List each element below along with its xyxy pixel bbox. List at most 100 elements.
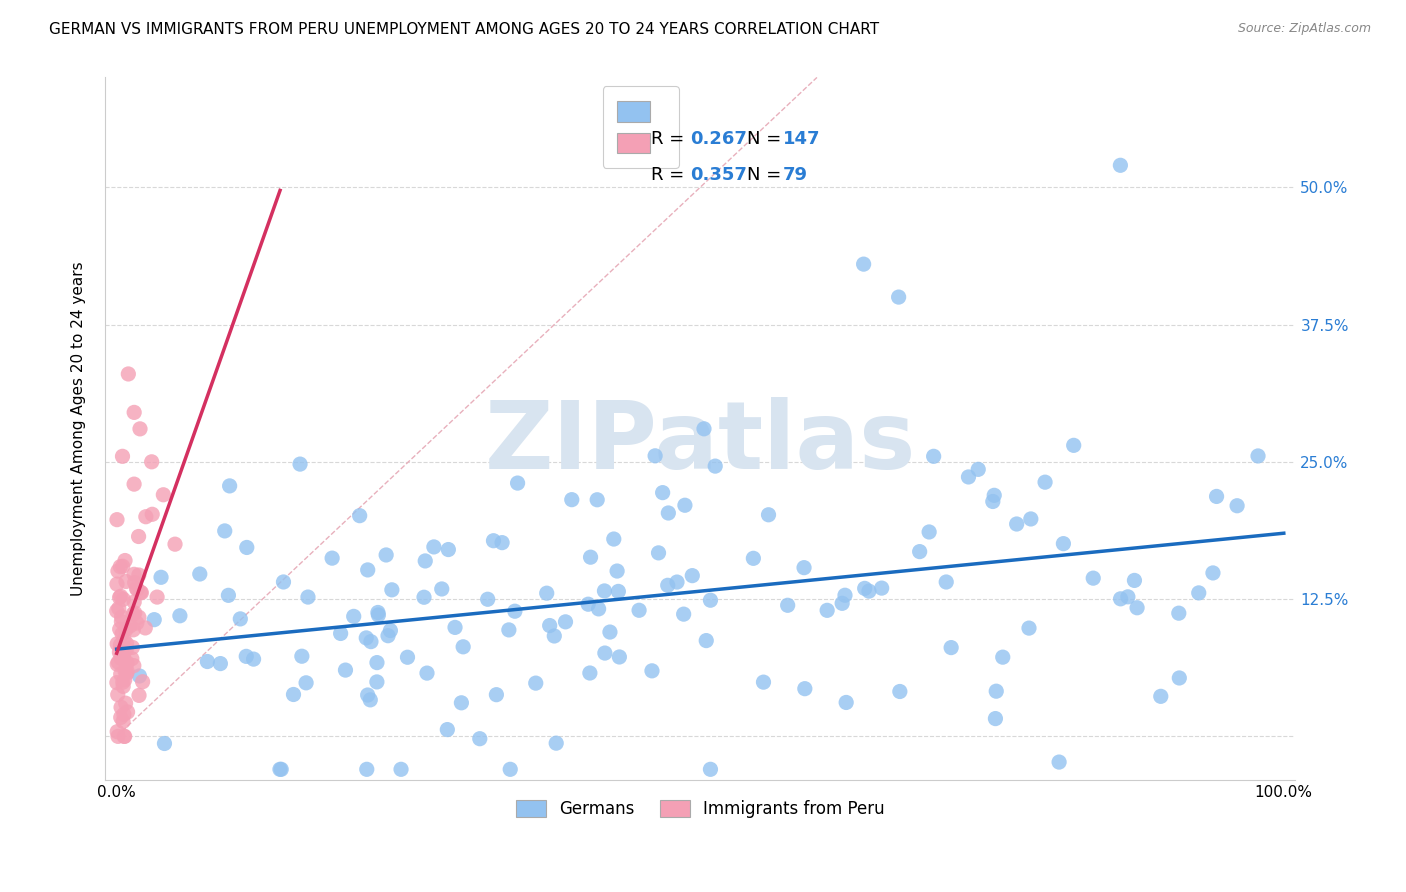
Point bbox=[1018, 621, 1040, 635]
Point bbox=[1033, 475, 1056, 490]
Point bbox=[1019, 512, 1042, 526]
Point bbox=[335, 663, 357, 677]
Point bbox=[111, 559, 134, 574]
Point bbox=[105, 657, 128, 672]
Point bbox=[416, 666, 439, 681]
Point bbox=[673, 498, 696, 512]
Point bbox=[413, 591, 436, 605]
Point bbox=[593, 583, 616, 598]
Point bbox=[115, 665, 138, 679]
Point bbox=[983, 488, 1005, 502]
Point bbox=[396, 650, 419, 665]
Point bbox=[112, 679, 135, 693]
Point bbox=[366, 674, 388, 689]
Point bbox=[135, 509, 157, 524]
Point bbox=[1126, 600, 1149, 615]
Point bbox=[491, 535, 513, 549]
Point bbox=[107, 730, 129, 744]
Point bbox=[110, 667, 132, 681]
Point bbox=[127, 582, 149, 596]
Point bbox=[498, 623, 520, 637]
Point bbox=[114, 696, 136, 710]
Point bbox=[114, 553, 136, 567]
Point bbox=[242, 652, 264, 666]
Point bbox=[922, 450, 945, 464]
Point bbox=[150, 570, 173, 584]
Legend: Germans, Immigrants from Peru: Germans, Immigrants from Peru bbox=[509, 793, 891, 825]
Point bbox=[377, 629, 399, 643]
Point bbox=[131, 586, 153, 600]
Point bbox=[628, 603, 651, 617]
Point bbox=[576, 597, 599, 611]
Point bbox=[681, 568, 703, 582]
Point bbox=[122, 477, 145, 491]
Text: 0.357: 0.357 bbox=[690, 166, 747, 184]
Point bbox=[209, 657, 232, 671]
Point bbox=[105, 675, 128, 690]
Point bbox=[124, 606, 146, 620]
Point bbox=[644, 449, 666, 463]
Point bbox=[121, 640, 143, 655]
Point bbox=[131, 674, 153, 689]
Point bbox=[283, 688, 305, 702]
Point bbox=[122, 658, 145, 673]
Point bbox=[889, 684, 911, 698]
Point bbox=[163, 537, 186, 551]
Point bbox=[607, 584, 630, 599]
Text: R =: R = bbox=[651, 166, 690, 184]
Point bbox=[957, 470, 980, 484]
Point bbox=[359, 693, 381, 707]
Point bbox=[835, 696, 858, 710]
Point bbox=[105, 513, 128, 527]
Text: ZIPatlas: ZIPatlas bbox=[485, 397, 915, 489]
Point bbox=[236, 541, 259, 555]
Point bbox=[1247, 449, 1270, 463]
Point bbox=[672, 607, 695, 622]
Y-axis label: Unemployment Among Ages 20 to 24 years: Unemployment Among Ages 20 to 24 years bbox=[72, 261, 86, 596]
Point bbox=[967, 462, 990, 476]
Point bbox=[288, 457, 311, 471]
Point bbox=[112, 592, 135, 607]
Point bbox=[1116, 590, 1139, 604]
Text: Source: ZipAtlas.com: Source: ZipAtlas.com bbox=[1237, 22, 1371, 36]
Point bbox=[430, 582, 453, 596]
Point bbox=[129, 422, 152, 436]
Point bbox=[1123, 574, 1146, 588]
Point bbox=[939, 640, 962, 655]
Point bbox=[112, 649, 135, 664]
Point bbox=[834, 588, 856, 602]
Point bbox=[114, 673, 136, 687]
Point bbox=[991, 650, 1014, 665]
Point bbox=[506, 476, 529, 491]
Point bbox=[105, 604, 128, 618]
Point bbox=[381, 582, 404, 597]
Point bbox=[477, 592, 499, 607]
Point bbox=[699, 593, 721, 607]
Point bbox=[588, 602, 610, 616]
Point bbox=[128, 568, 150, 582]
Point bbox=[134, 621, 156, 635]
Point bbox=[146, 590, 169, 604]
Point bbox=[666, 575, 689, 590]
Text: GERMAN VS IMMIGRANTS FROM PERU UNEMPLOYMENT AMONG AGES 20 TO 24 YEARS CORRELATIO: GERMAN VS IMMIGRANTS FROM PERU UNEMPLOYM… bbox=[49, 22, 879, 37]
Point bbox=[870, 581, 893, 595]
Point bbox=[114, 665, 136, 679]
Point bbox=[117, 705, 139, 719]
Point bbox=[105, 577, 128, 591]
Point bbox=[586, 492, 609, 507]
Point bbox=[195, 655, 218, 669]
Point bbox=[450, 696, 472, 710]
Text: N =: N = bbox=[747, 130, 786, 148]
Point bbox=[1167, 606, 1189, 620]
Point bbox=[852, 257, 875, 271]
Point bbox=[451, 640, 474, 654]
Point bbox=[169, 608, 191, 623]
Point bbox=[129, 585, 152, 599]
Point bbox=[1150, 690, 1173, 704]
Point bbox=[524, 676, 547, 690]
Point bbox=[112, 730, 135, 744]
Point bbox=[188, 567, 211, 582]
Point bbox=[121, 651, 143, 665]
Point bbox=[115, 637, 138, 651]
Point bbox=[546, 736, 568, 750]
